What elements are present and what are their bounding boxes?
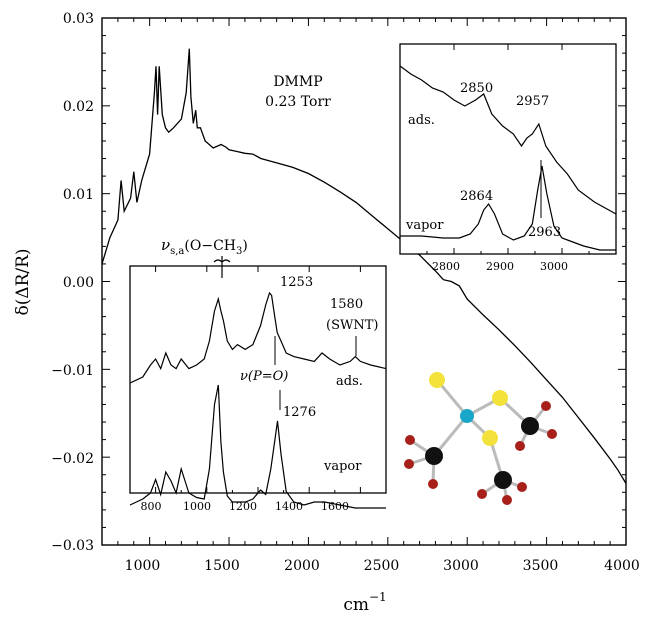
hydrogen-atom: [547, 429, 557, 439]
y-tick-label: 0.01: [63, 187, 94, 203]
inset1-x-tick-label: 800: [141, 500, 162, 513]
annotation-pressure: 0.23 Torr: [265, 94, 331, 110]
carbon-atom: [521, 417, 539, 435]
inset1-ads-label: ads.: [336, 374, 363, 389]
y-axis-label: δ(ΔR/R): [13, 248, 33, 315]
x-tick-label: 1000: [125, 558, 161, 574]
x-axis-label: cm−1: [343, 590, 386, 615]
inset2-vapor-label: vapor: [405, 218, 444, 233]
x-tick-label: 2000: [284, 558, 320, 574]
inset2-peak-2957: 2957: [516, 94, 549, 109]
hydrogen-atom: [515, 441, 525, 451]
phosphorus-atom: [460, 409, 474, 423]
inset1-peak-1580: 1580: [330, 297, 363, 312]
y-tick-label: 0.00: [63, 275, 94, 291]
hydrogen-atom: [517, 482, 527, 492]
inset1-x-tick-label: 1400: [275, 500, 303, 513]
y-tick-label: −0.01: [51, 363, 94, 379]
dmmp-molecule-model: [404, 372, 557, 505]
inset2-x-tick-label: 2800: [432, 260, 460, 273]
hydrogen-atom: [405, 435, 415, 445]
carbon-atom: [494, 471, 512, 489]
inset1-vapor-label: vapor: [323, 459, 362, 474]
inset2-x-tick-label: 3000: [540, 260, 568, 273]
inset2-peak-2850: 2850: [460, 81, 493, 96]
hydrogen-atom: [541, 401, 551, 411]
y-tick-label: −0.03: [51, 538, 94, 554]
inset1-top-label: νs,a(O−CH3): [161, 236, 248, 257]
annotation-dmmp: DMMP: [273, 74, 322, 90]
oxygen-atom: [482, 430, 498, 446]
inset2-ads-label: ads.: [408, 113, 435, 128]
inset1-swnt-label: (SWNT): [326, 318, 378, 333]
inset2-peak-2963: 2963: [528, 225, 561, 240]
y-tick-label: 0.02: [63, 99, 94, 115]
x-tick-label: 1500: [204, 558, 240, 574]
x-tick-label: 3500: [523, 558, 559, 574]
hydrogen-atom: [404, 459, 414, 469]
inset2-peak-2864: 2864: [460, 189, 493, 204]
main-x-tick-labels: 1000 1500 2000 2500 3000 3500 4000: [125, 558, 640, 574]
inset1-peak-1276: 1276: [283, 405, 316, 420]
y-tick-label: −0.02: [51, 451, 94, 467]
inset1-po-label: ν(P=O): [240, 369, 288, 384]
inset1-peak-1253: 1253: [280, 275, 313, 290]
x-tick-label: 4000: [604, 558, 640, 574]
oxygen-atom: [492, 390, 508, 406]
hydrogen-atom: [428, 479, 438, 489]
x-tick-label: 3000: [443, 558, 479, 574]
hydrogen-atom: [502, 495, 512, 505]
carbon-atom: [425, 447, 443, 465]
oxygen-atom: [429, 372, 445, 388]
inset1-x-tick-label: 1000: [183, 500, 211, 513]
hydrogen-atom: [477, 489, 487, 499]
x-tick-label: 2500: [364, 558, 400, 574]
y-tick-label: 0.03: [63, 11, 94, 27]
main-y-tick-labels: 0.03 0.02 0.01 0.00 −0.01 −0.02 −0.03: [51, 11, 94, 554]
inset2-x-tick-label: 2900: [486, 260, 514, 273]
